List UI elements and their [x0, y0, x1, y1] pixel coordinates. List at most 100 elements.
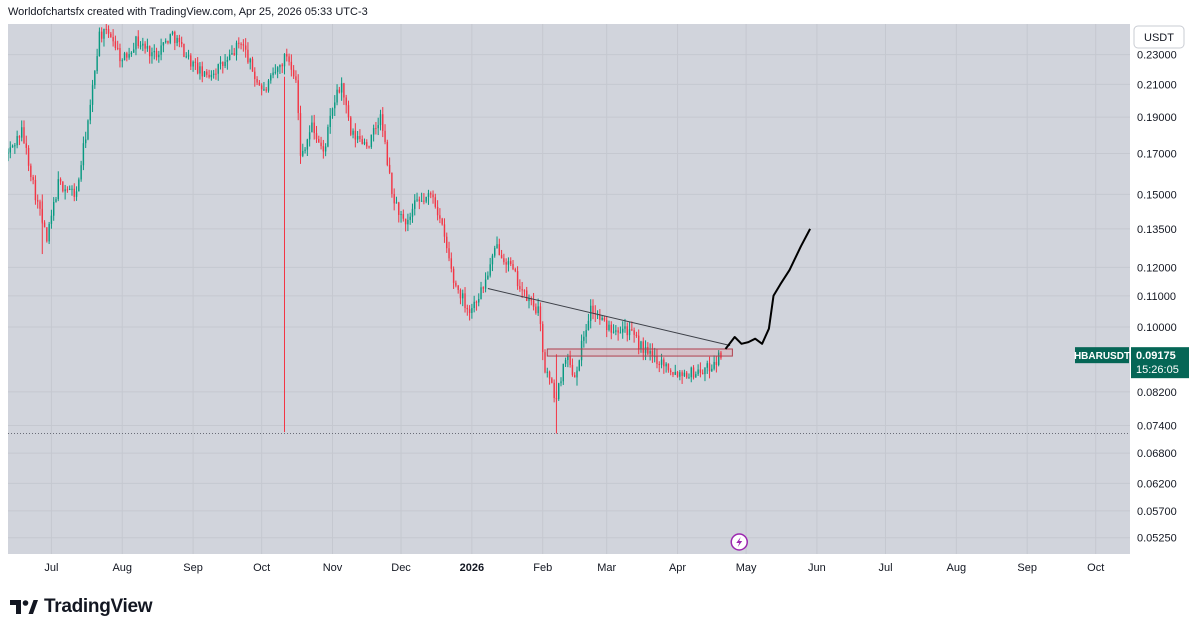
candle-body: [238, 42, 240, 44]
candle: [247, 42, 249, 64]
candle-body: [530, 298, 533, 301]
time-tick-label: Dec: [391, 562, 411, 574]
candle-body: [416, 199, 418, 201]
candle-body: [48, 223, 50, 242]
candle: [199, 62, 201, 80]
candle-body: [308, 132, 311, 140]
candle: [587, 313, 590, 331]
candle: [343, 82, 345, 105]
candle: [548, 370, 551, 385]
candle-body: [676, 371, 679, 377]
price-tick-label: 0.19000: [1137, 112, 1177, 124]
candle: [233, 47, 235, 56]
price-chart[interactable]: 0.23000 0.21000 0.19000 0.17000 0.15000 0.135…: [7, 23, 1192, 582]
candle-body: [717, 352, 720, 365]
candle: [126, 51, 128, 62]
candle-body: [203, 71, 206, 77]
candle-body: [464, 293, 466, 308]
candle: [103, 28, 105, 47]
time-tick-label: Jul: [44, 562, 58, 574]
candle: [706, 360, 708, 374]
candle-body: [71, 188, 73, 190]
candle: [427, 189, 430, 205]
plot-area[interactable]: [8, 24, 1130, 554]
candle-body: [473, 301, 475, 309]
candle-body: [210, 74, 213, 78]
candle-body: [142, 43, 144, 46]
candle: [640, 340, 642, 353]
candle: [299, 105, 302, 164]
candle: [505, 258, 507, 273]
candle: [190, 53, 192, 70]
candle: [311, 115, 313, 133]
tradingview-logo[interactable]: TradingView: [10, 596, 153, 618]
candle: [352, 128, 354, 139]
candle: [576, 366, 578, 386]
candle: [617, 327, 619, 341]
candle: [23, 120, 25, 144]
candle: [414, 194, 416, 216]
candle: [496, 236, 498, 249]
candle-body: [288, 56, 290, 62]
price-tick-label: 0.13500: [1137, 224, 1177, 236]
candle: [137, 30, 139, 49]
candle-body: [91, 85, 94, 105]
candle-body: [100, 31, 103, 39]
candle: [510, 257, 512, 267]
candle: [516, 266, 519, 290]
candle-body: [503, 258, 505, 263]
candle-body: [685, 372, 688, 378]
candle: [222, 61, 224, 74]
brand-name: TradingView: [44, 596, 153, 617]
candle-body: [395, 202, 398, 204]
price-axis[interactable]: 0.23000 0.21000 0.19000 0.17000 0.15000 0.135…: [1133, 25, 1185, 545]
candle: [491, 253, 494, 272]
candle: [114, 35, 117, 51]
candle: [535, 303, 537, 315]
candle: [171, 30, 174, 36]
candle: [276, 66, 279, 79]
candle: [599, 309, 601, 325]
candle: [580, 334, 583, 367]
projection-drawing: [724, 228, 811, 350]
candle-body: [110, 33, 112, 38]
candle: [407, 213, 409, 232]
candle: [368, 145, 370, 149]
candle-body: [462, 293, 464, 299]
candle: [94, 70, 96, 89]
candle-body: [482, 287, 485, 289]
candle-body: [132, 49, 135, 53]
candle: [224, 54, 226, 69]
candle-body: [219, 62, 222, 65]
candle: [162, 42, 165, 53]
candle-body: [64, 189, 66, 192]
candle-body: [295, 76, 297, 81]
candle: [158, 50, 160, 63]
candle: [130, 51, 133, 57]
candle-body: [466, 307, 469, 310]
candle-body: [521, 289, 523, 291]
candle: [201, 61, 203, 83]
candle: [503, 253, 505, 265]
candle-body: [512, 263, 514, 270]
candle-body: [302, 150, 304, 156]
time-axis[interactable]: Jul Aug Sep Oct Nov Dec 2026 Feb Mar Apr May Jun Jul…: [44, 562, 1104, 574]
candle: [375, 121, 377, 135]
candle-body: [359, 136, 361, 140]
candle: [66, 186, 69, 193]
candle-body: [190, 55, 192, 67]
candle-body: [436, 206, 439, 216]
chart-frame[interactable]: 0.23000 0.21000 0.19000 0.17000 0.15000 0.135…: [7, 23, 1192, 582]
candle: [219, 56, 222, 70]
candle: [619, 326, 622, 334]
candle-body: [187, 55, 190, 57]
candle-body: [715, 361, 718, 365]
candle-body: [701, 372, 704, 375]
candle: [306, 138, 309, 156]
candle-body: [107, 29, 110, 34]
candle-body: [585, 330, 587, 337]
candle-body: [315, 133, 318, 140]
candle: [123, 51, 126, 61]
candle-body: [663, 359, 665, 367]
candle: [679, 370, 681, 381]
